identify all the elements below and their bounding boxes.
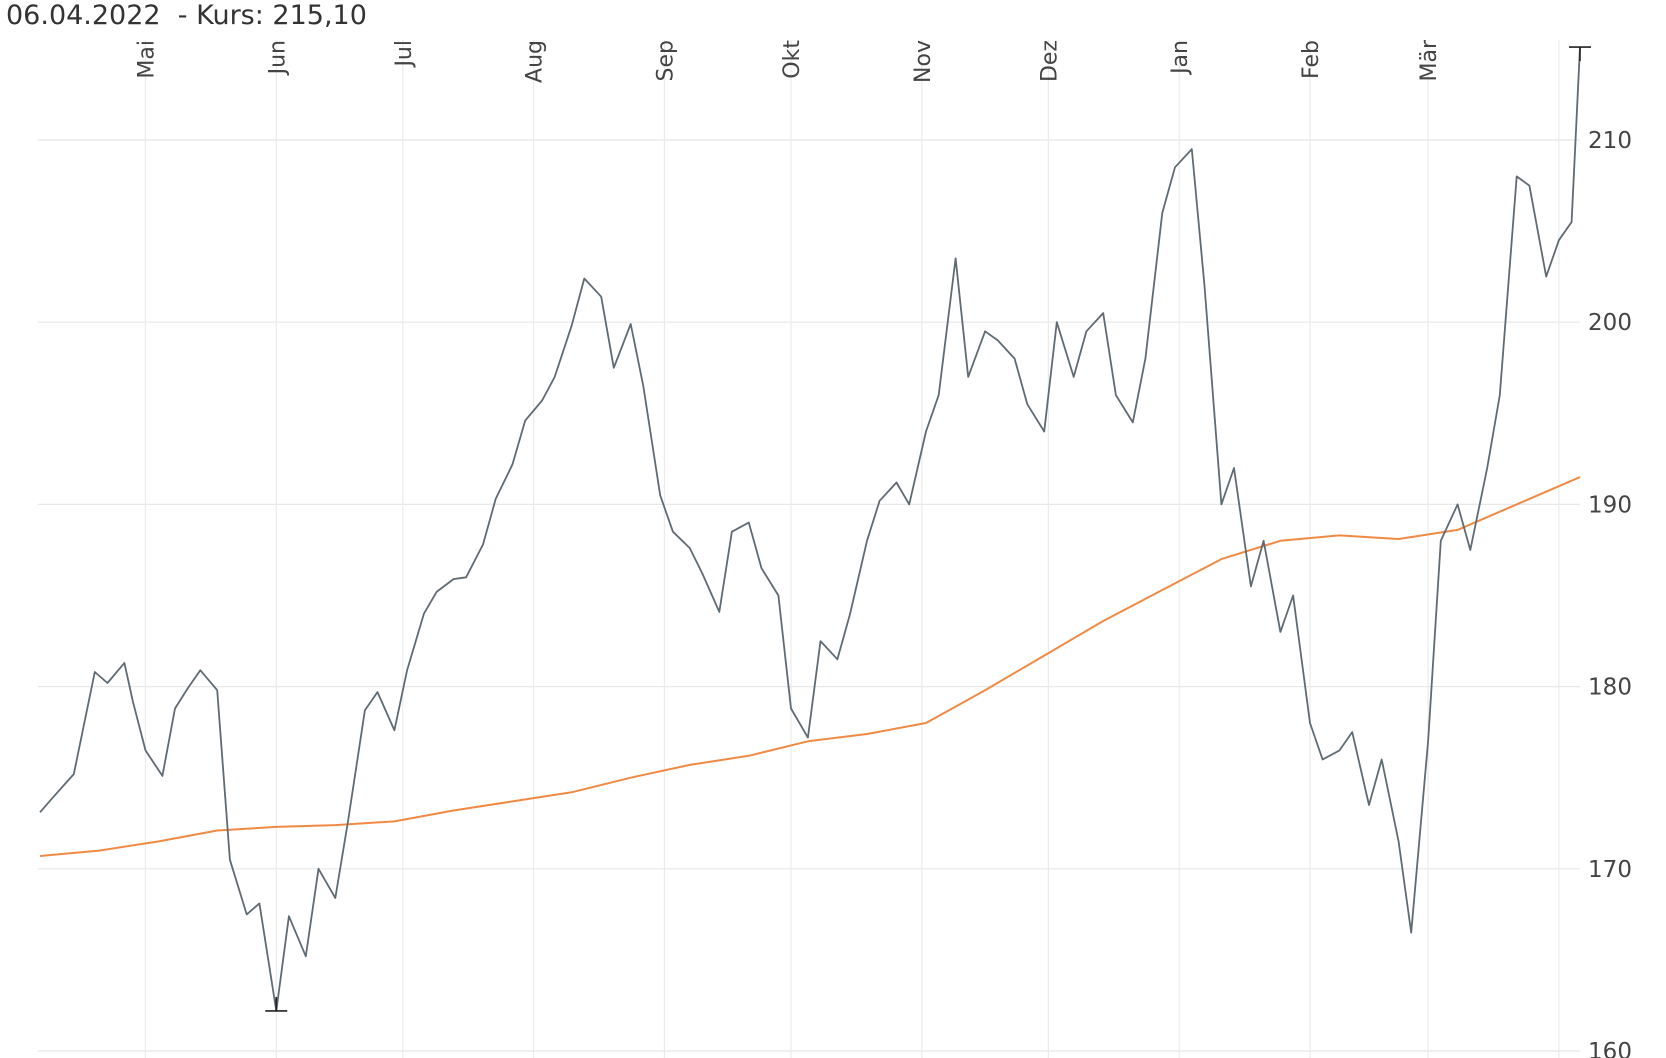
x-tick-label: Jul [392, 40, 417, 69]
moving-average-line [39, 476, 1581, 857]
x-tick-label: Mär [1417, 39, 1442, 81]
price-label: - Kurs: 215,10 [169, 0, 367, 31]
y-tick-label: 200 [1588, 310, 1632, 336]
x-tick-label: Dez [1037, 40, 1062, 82]
y-tick-label: 190 [1588, 492, 1632, 518]
x-axis-labels: Mai Jun Jul Aug Sep Okt Nov Dez Jan Feb Mär [134, 39, 1442, 83]
x-tick-label: Jan [1168, 40, 1193, 76]
y-tick-label: 170 [1588, 857, 1632, 883]
max-marker [1569, 46, 1591, 62]
x-tick-label: Aug [523, 40, 548, 83]
x-tick-label: Nov [911, 40, 936, 83]
price-series-line [39, 47, 1581, 1012]
min-marker [265, 996, 288, 1012]
x-tick-label: Sep [653, 40, 678, 81]
chart-header: 06.04.2022 - Kurs: 215,10 [6, 0, 367, 32]
y-tick-label: 160 [1588, 1039, 1632, 1058]
date-label: 06.04.2022 [6, 0, 161, 31]
markers [265, 46, 1591, 1012]
y-tick-label: 180 [1588, 675, 1632, 701]
series [39, 47, 1581, 1012]
x-tick-label: Mai [134, 40, 159, 79]
x-tick-label: Feb [1299, 40, 1324, 79]
x-tick-label: Jun [265, 40, 290, 76]
y-axis-labels: 210 200 190 180 170 160 [1588, 128, 1632, 1058]
x-tick-label: Okt [780, 40, 805, 79]
y-tick-label: 210 [1588, 128, 1632, 154]
grid [38, 40, 1580, 1058]
